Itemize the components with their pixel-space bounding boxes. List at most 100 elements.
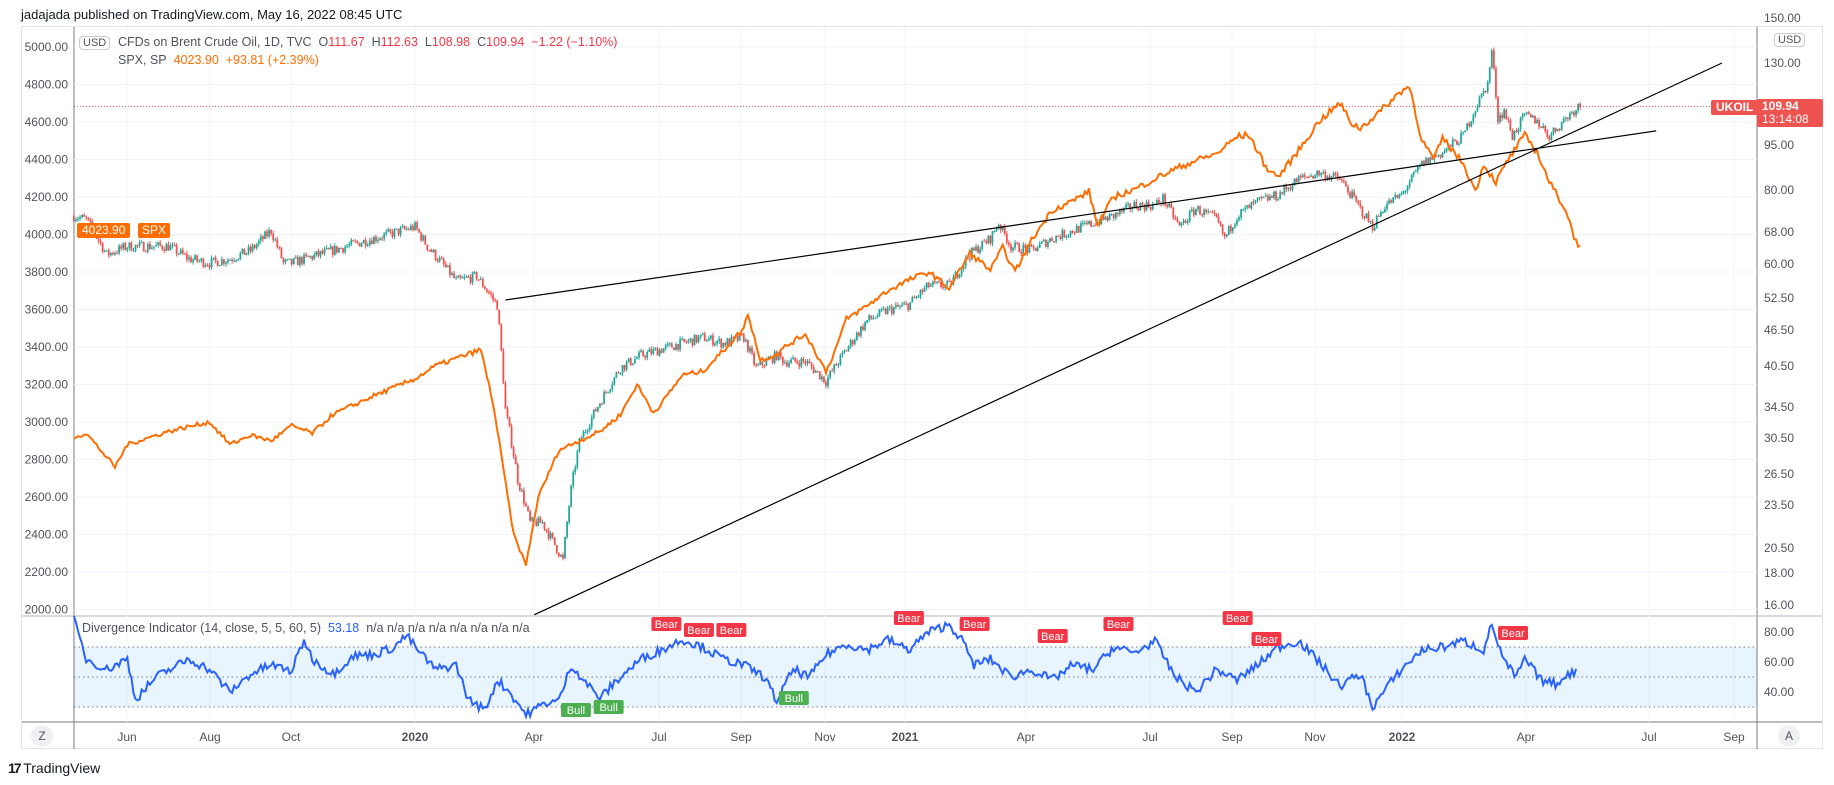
oil-candle (81, 215, 83, 218)
oil-candle (1546, 131, 1549, 138)
oil-candle (744, 339, 747, 342)
oil-candle (673, 347, 675, 350)
oil-candle (504, 383, 507, 409)
oil-candle (331, 246, 334, 255)
oil-candle (638, 352, 640, 358)
oil-candle (317, 251, 320, 256)
oil-candle (1188, 211, 1191, 222)
oil-candle (699, 334, 702, 337)
oil-candle (1285, 186, 1288, 190)
oil-candle (586, 430, 589, 432)
oil-candle (340, 247, 342, 249)
oil-candle (465, 276, 468, 278)
oil-candle (1398, 194, 1401, 198)
oil-candle (857, 332, 860, 336)
oil-candle (790, 359, 792, 363)
signal-label: Bear (963, 619, 987, 631)
oil-candle (364, 239, 367, 246)
oil-candle (662, 348, 665, 353)
oil-candle (1338, 178, 1341, 180)
oil-candle (1268, 196, 1271, 201)
oil-candle (765, 359, 768, 366)
oil-candle (816, 370, 819, 372)
oil-candle (1221, 224, 1224, 234)
indicator-axis-tick: 80.00 (1764, 625, 1794, 639)
oil-candle (779, 352, 782, 357)
oil-candle (134, 244, 137, 251)
oil-candle (726, 338, 729, 346)
oil-candle (175, 245, 178, 254)
oil-candle (905, 303, 908, 305)
trendline (533, 62, 1723, 616)
open-label: O (318, 35, 329, 49)
oil-candle (1256, 198, 1259, 201)
bear-signal: Bear (893, 611, 924, 625)
oil-candle (1077, 226, 1080, 233)
oil-candle (619, 373, 622, 375)
oil-candle (853, 339, 856, 345)
oil-candle (122, 243, 125, 249)
oil-candle (87, 217, 90, 220)
oil-candle (1511, 130, 1514, 140)
auto-scale-button[interactable]: A (1778, 725, 1800, 747)
oil-candle (1264, 195, 1267, 197)
oil-candle (722, 342, 725, 348)
oil-candle (1336, 174, 1339, 179)
z-button[interactable]: Z (31, 725, 53, 747)
oil-candle (685, 341, 688, 343)
oil-candle (274, 239, 277, 241)
bear-signal: Bear (1103, 617, 1134, 631)
oil-candle (983, 240, 986, 242)
oil-candle (1377, 216, 1380, 218)
oil-candle (1441, 152, 1444, 158)
oil-candle (1197, 206, 1199, 210)
oil-candle (1211, 212, 1214, 214)
oil-candle (202, 258, 205, 267)
oil-candle (687, 340, 690, 343)
oil-candle (833, 364, 836, 372)
oil-candle (124, 243, 127, 250)
left-currency-button[interactable]: USD (79, 36, 111, 50)
oil-candle (1299, 175, 1302, 178)
oil-candle (1361, 206, 1364, 217)
oil-candle (255, 244, 258, 248)
oil-candle (405, 228, 408, 230)
oil-candle (379, 238, 381, 240)
oil-candle (1466, 123, 1469, 131)
oil-candle (1486, 81, 1489, 92)
oil-candle (547, 530, 550, 539)
oil-candle (72, 215, 75, 222)
oil-candle (909, 302, 912, 311)
oil-candle (1176, 218, 1179, 222)
oil-candle (1388, 200, 1390, 204)
oil-candle (360, 243, 363, 247)
oil-candle (985, 241, 988, 244)
oil-candle (1464, 130, 1467, 132)
oil-symbol-label: UKOIL (1711, 100, 1759, 115)
oil-candle (870, 315, 873, 319)
oil-candle (786, 362, 788, 367)
oil-candle (1229, 225, 1232, 232)
right-currency-button[interactable]: USD (1774, 33, 1806, 47)
oil-candle (1554, 127, 1557, 132)
oil-candle (1047, 241, 1049, 247)
oil-candle (1503, 109, 1506, 119)
oil-candle (1316, 170, 1319, 176)
oil-candle (806, 361, 809, 364)
signal-badge (1498, 626, 1529, 640)
tradingview-logo[interactable]: 17 TradingView (8, 760, 100, 776)
oil-candle (1131, 208, 1134, 210)
oil-candle (1260, 196, 1263, 198)
oil-candle (1127, 203, 1129, 205)
right-axis-tick: 130.00 (1764, 56, 1801, 70)
indicator-na-values: n/a n/a n/a n/a n/a n/a n/a n/a (366, 621, 530, 635)
oil-candle (1049, 238, 1051, 242)
oil-candle (749, 347, 751, 352)
oil-candle (270, 230, 273, 234)
oil-candle (1137, 208, 1140, 211)
oil-candle (1373, 228, 1376, 231)
oil-candle (1001, 225, 1004, 230)
oil-candle (338, 247, 340, 253)
oil-candle (1238, 217, 1240, 220)
